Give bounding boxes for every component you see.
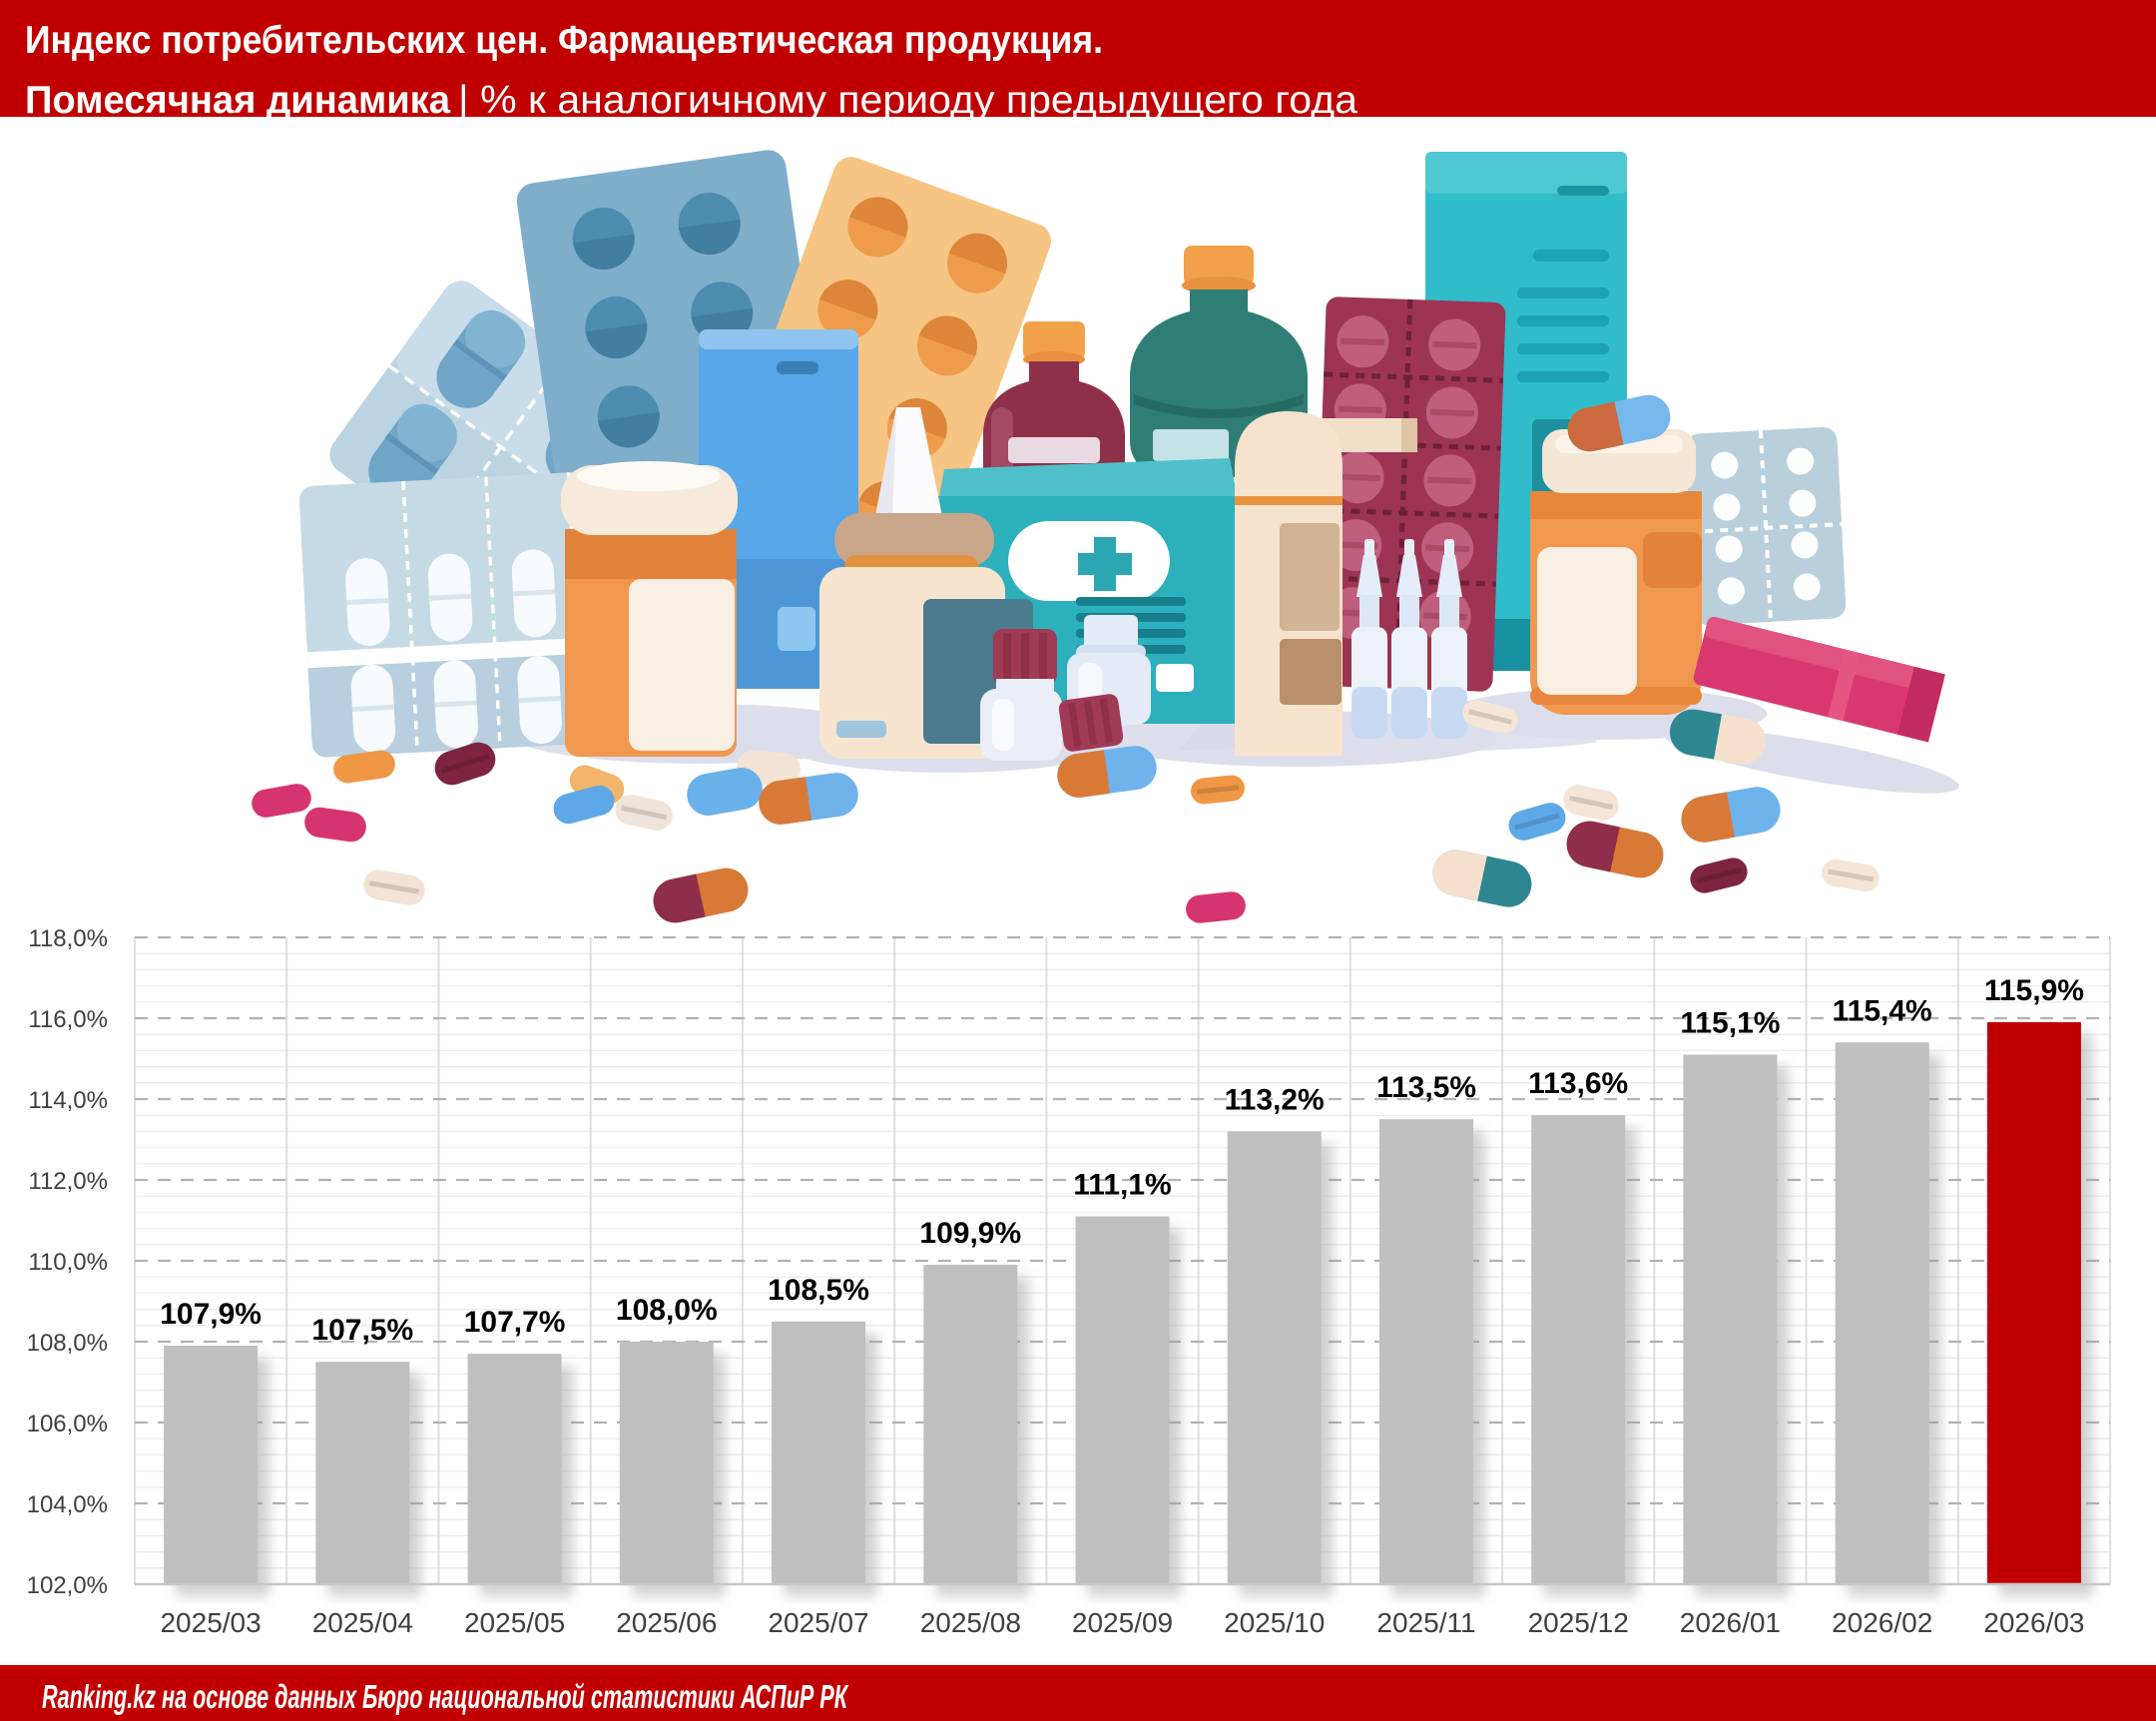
svg-text:110,0%: 110,0%: [28, 1249, 108, 1276]
svg-text:2025/10: 2025/10: [1224, 1607, 1325, 1638]
svg-text:2025/11: 2025/11: [1376, 1607, 1475, 1638]
svg-text:112,0%: 112,0%: [28, 1168, 108, 1195]
svg-text:113,5%: 113,5%: [1376, 1071, 1476, 1104]
svg-text:Ranking.kz на основе данных Бю: Ranking.kz на основе данных Бюро национа…: [42, 1678, 849, 1715]
svg-text:115,4%: 115,4%: [1833, 994, 1932, 1027]
svg-text:113,6%: 113,6%: [1528, 1067, 1628, 1100]
svg-text:115,9%: 115,9%: [1984, 974, 2084, 1007]
svg-text:108,0%: 108,0%: [27, 1330, 108, 1357]
svg-text:2025/07: 2025/07: [768, 1607, 868, 1638]
svg-text:2025/06: 2025/06: [616, 1607, 717, 1638]
svg-text:2026/03: 2026/03: [1983, 1607, 2084, 1638]
svg-text:2025/08: 2025/08: [920, 1607, 1021, 1638]
svg-text:107,7%: 107,7%: [464, 1306, 566, 1339]
svg-text:102,0%: 102,0%: [27, 1572, 108, 1599]
svg-text:108,5%: 108,5%: [768, 1274, 869, 1307]
svg-text:2025/09: 2025/09: [1072, 1607, 1173, 1638]
svg-text:2025/12: 2025/12: [1528, 1607, 1629, 1638]
svg-text:107,9%: 107,9%: [160, 1298, 262, 1331]
svg-text:109,9%: 109,9%: [919, 1217, 1021, 1250]
svg-text:104,0%: 104,0%: [27, 1491, 108, 1518]
svg-text:2025/05: 2025/05: [464, 1607, 565, 1638]
svg-text:Помесячная динамика: Помесячная динамика: [25, 79, 450, 122]
svg-text:| % к аналогичному периоду пре: | % к аналогичному периоду предыдущего г…: [458, 79, 1357, 122]
svg-text:Индекс потребительских цен. Фа: Индекс потребительских цен. Фармацевтиче…: [25, 19, 1103, 62]
svg-text:118,0%: 118,0%: [28, 925, 108, 952]
svg-text:2025/03: 2025/03: [160, 1607, 261, 1638]
svg-text:113,2%: 113,2%: [1225, 1083, 1325, 1116]
svg-text:116,0%: 116,0%: [28, 1006, 108, 1033]
svg-text:107,5%: 107,5%: [311, 1314, 413, 1347]
svg-text:2025/04: 2025/04: [312, 1607, 413, 1638]
svg-text:2026/01: 2026/01: [1680, 1607, 1781, 1638]
svg-text:111,1%: 111,1%: [1073, 1169, 1171, 1202]
svg-text:114,0%: 114,0%: [28, 1087, 108, 1114]
svg-text:106,0%: 106,0%: [27, 1411, 108, 1437]
svg-text:115,1%: 115,1%: [1680, 1007, 1780, 1040]
svg-text:108,0%: 108,0%: [616, 1294, 718, 1327]
svg-text:2026/02: 2026/02: [1832, 1607, 1932, 1638]
